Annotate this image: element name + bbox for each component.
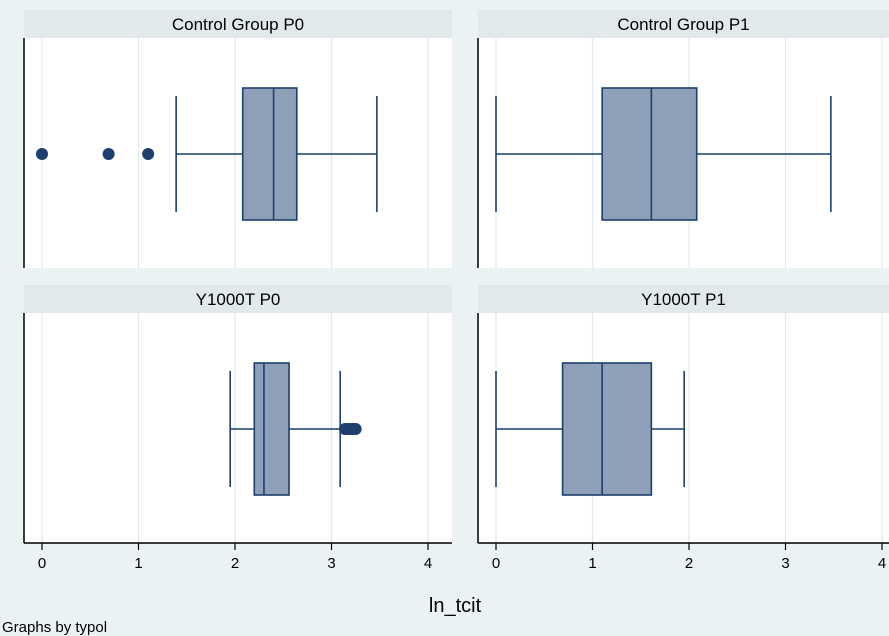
panel-2-x-tick-label-2: 2: [231, 555, 239, 572]
panel-2-x-tick-label-3: 3: [327, 555, 335, 572]
panel-0-outlier-point-0: [36, 148, 48, 160]
panel-1-iqr-box: [601, 87, 698, 221]
panel-0-header: [24, 10, 452, 38]
panel-2-plot-area: [24, 313, 452, 543]
panel-3-title: Y1000T P1: [641, 290, 726, 309]
panel-2-outlier-point-4: [349, 423, 362, 435]
panel-3-x-tick-label-4: 4: [878, 555, 886, 572]
panel-2-iqr-box: [253, 362, 290, 496]
panel-0-title: Control Group P0: [172, 15, 304, 34]
panel-2-x-tick-label-0: 0: [38, 555, 46, 572]
panel-1-header: [478, 10, 889, 38]
panel-0-plot-area: [24, 38, 452, 268]
panel-1-title: Control Group P1: [617, 15, 749, 34]
panel-3-x-tick-label-1: 1: [588, 555, 596, 572]
panel-3-x-tick-label-3: 3: [781, 555, 789, 572]
panel-3-header: [478, 285, 889, 313]
panel-2-header: [24, 285, 452, 313]
panel-0-iqr-box: [241, 87, 298, 221]
panel-3-iqr-box: [561, 362, 653, 496]
panel-2-x-tick-label-4: 4: [424, 555, 432, 572]
x-axis-label: ln_tcit: [429, 595, 482, 617]
panel-2-x-tick-label-1: 1: [134, 555, 142, 572]
graphs-by-note: Graphs by typol: [2, 619, 107, 636]
panel-3-x-tick-label-0: 0: [492, 555, 500, 572]
panel-3-x-tick-label-2: 2: [685, 555, 693, 572]
panel-2-title: Y1000T P0: [196, 290, 281, 309]
panel-0-outlier-point-2: [142, 148, 155, 160]
panel-0-outlier-point-1: [102, 148, 115, 160]
